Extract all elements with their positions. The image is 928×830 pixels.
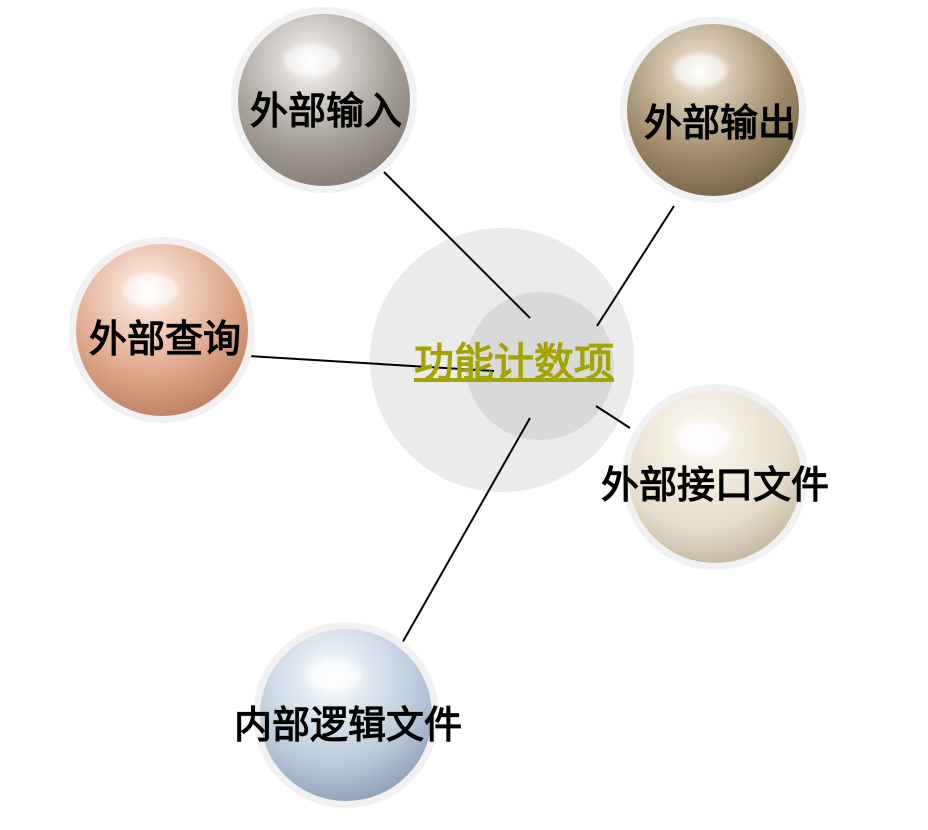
node-external-output [620, 17, 806, 203]
sphere-highlight [306, 659, 362, 691]
label-external-inquiry: 外部查询 [89, 317, 241, 361]
label-external-input: 外部输入 [250, 89, 402, 133]
connector-external-output [596, 205, 675, 327]
sphere [629, 391, 801, 563]
sphere [260, 629, 432, 801]
connector-lines [247, 171, 675, 646]
connector-external-interface-file [595, 405, 631, 429]
center-hub [370, 228, 634, 492]
connector-external-inquiry [247, 355, 495, 372]
connector-external-input [383, 171, 531, 319]
node-internal-logical-file [253, 622, 439, 808]
sphere-highlight [675, 421, 731, 453]
center-label[interactable]: 功能计数项 [414, 340, 614, 386]
node-external-interface-file [622, 384, 808, 570]
node-external-input [231, 7, 417, 193]
label-internal-logical-file: 内部逻辑文件 [234, 703, 462, 747]
label-external-interface-file: 外部接口文件 [601, 463, 829, 507]
sphere [627, 24, 799, 196]
sphere-highlight [284, 44, 340, 76]
sphere-highlight [122, 274, 178, 306]
sphere-highlight [672, 54, 728, 86]
label-external-output: 外部输出 [644, 101, 796, 145]
connector-internal-logical-file [400, 417, 531, 646]
sphere [76, 244, 248, 416]
node-external-inquiry [69, 237, 255, 423]
sphere [238, 14, 410, 186]
center-inner-circle [466, 292, 614, 440]
